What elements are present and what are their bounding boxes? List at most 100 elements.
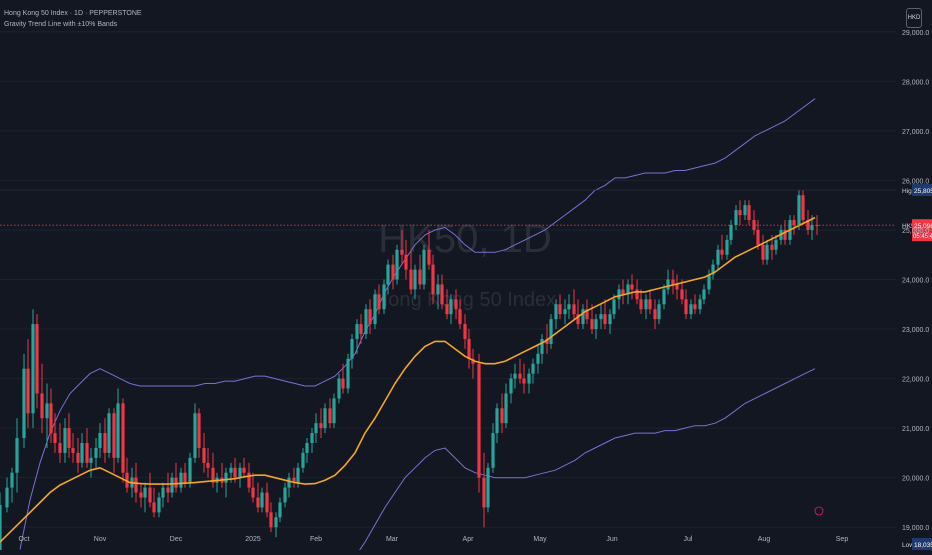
candle-body bbox=[810, 225, 814, 230]
currency-button[interactable]: HKD bbox=[906, 8, 922, 28]
candle bbox=[477, 353, 481, 493]
candle bbox=[269, 502, 273, 533]
candle-body bbox=[436, 284, 440, 295]
candle bbox=[594, 314, 598, 339]
candle-body bbox=[738, 210, 742, 216]
candle bbox=[671, 269, 675, 295]
candle-body bbox=[174, 477, 178, 488]
candle bbox=[63, 418, 67, 463]
low-marker-label: Low bbox=[902, 542, 914, 549]
candle bbox=[747, 200, 751, 225]
candle bbox=[323, 403, 327, 434]
x-axis[interactable]: Oct Nov Dec 2025 Feb Mar Apr May Jun Jul Aug Sep bbox=[19, 536, 849, 543]
candle bbox=[765, 239, 769, 265]
candle-body bbox=[554, 304, 558, 320]
candle bbox=[581, 304, 585, 330]
candle bbox=[729, 220, 733, 245]
candle-body bbox=[716, 249, 720, 265]
candle-body bbox=[536, 353, 540, 364]
candle bbox=[675, 274, 679, 300]
candle bbox=[53, 413, 57, 453]
candle bbox=[440, 274, 444, 310]
candle-body bbox=[409, 269, 413, 290]
candle-body bbox=[301, 452, 305, 468]
candle-body bbox=[513, 373, 517, 379]
candle-body bbox=[143, 487, 147, 498]
high-marker-label: High bbox=[902, 188, 916, 195]
candle bbox=[166, 472, 170, 503]
candle-body bbox=[265, 492, 269, 513]
candle-body bbox=[572, 304, 576, 315]
candle-body bbox=[98, 433, 102, 448]
candle bbox=[720, 234, 724, 260]
candle bbox=[157, 492, 161, 518]
candle-body bbox=[458, 309, 462, 325]
candle-body bbox=[585, 309, 589, 320]
candle bbox=[355, 319, 359, 354]
candle-body bbox=[224, 472, 228, 483]
candle-body bbox=[76, 452, 80, 463]
candle-body bbox=[404, 254, 408, 270]
candle-body bbox=[590, 319, 594, 330]
candle bbox=[179, 467, 183, 493]
candle bbox=[603, 299, 607, 330]
candle bbox=[368, 299, 372, 334]
candle-body bbox=[761, 244, 765, 260]
candle-body bbox=[770, 244, 774, 250]
candle-body bbox=[689, 304, 693, 315]
candle bbox=[256, 482, 260, 513]
candle bbox=[314, 413, 318, 443]
y-tick-label: 29,000.0 bbox=[902, 30, 929, 37]
candle bbox=[5, 477, 9, 513]
candle bbox=[467, 329, 471, 369]
candle-body bbox=[675, 284, 679, 290]
candle bbox=[80, 433, 84, 468]
candle bbox=[662, 284, 666, 310]
candle bbox=[585, 299, 589, 325]
candle bbox=[486, 462, 490, 513]
candle-body bbox=[179, 472, 183, 488]
candle-body bbox=[368, 309, 372, 325]
candle-body bbox=[445, 304, 449, 315]
candle-body bbox=[256, 497, 260, 508]
candle-body bbox=[522, 378, 526, 384]
candle-body bbox=[364, 309, 368, 334]
candle-body bbox=[806, 220, 810, 230]
candle bbox=[292, 467, 296, 488]
candle-body bbox=[467, 338, 471, 359]
candle-body bbox=[427, 249, 431, 265]
candle bbox=[350, 334, 354, 369]
y-tick-label: 21,000.0 bbox=[902, 426, 929, 433]
candle-body bbox=[725, 239, 729, 255]
candle-body bbox=[134, 477, 138, 493]
candle-body bbox=[341, 378, 345, 389]
candle-body bbox=[671, 279, 675, 285]
candle bbox=[734, 205, 738, 230]
candle-body bbox=[148, 487, 152, 503]
candle bbox=[801, 190, 805, 225]
y-tick-label: 20,000.0 bbox=[902, 476, 929, 483]
candle-body bbox=[454, 299, 458, 310]
y-tick-label: 28,000.0 bbox=[902, 79, 929, 86]
candle-body bbox=[112, 413, 116, 458]
candle bbox=[774, 234, 778, 255]
candle-body bbox=[531, 363, 535, 374]
candle-body bbox=[247, 472, 251, 488]
candle bbox=[58, 423, 62, 463]
y-axis[interactable]: 19,000.0 20,000.0 21,000.0 22,000.0 23,000.0… bbox=[902, 30, 929, 532]
candle-body bbox=[67, 428, 71, 448]
y-tick-label: 22,000.0 bbox=[902, 377, 929, 384]
candle bbox=[626, 279, 630, 305]
candle-body bbox=[22, 368, 26, 439]
candle bbox=[125, 457, 129, 493]
candle-body bbox=[644, 299, 648, 310]
candle bbox=[509, 373, 513, 404]
candle-body bbox=[626, 284, 630, 295]
candle-body bbox=[382, 284, 386, 310]
candle bbox=[305, 438, 309, 463]
candle bbox=[689, 299, 693, 320]
candle bbox=[653, 299, 657, 330]
